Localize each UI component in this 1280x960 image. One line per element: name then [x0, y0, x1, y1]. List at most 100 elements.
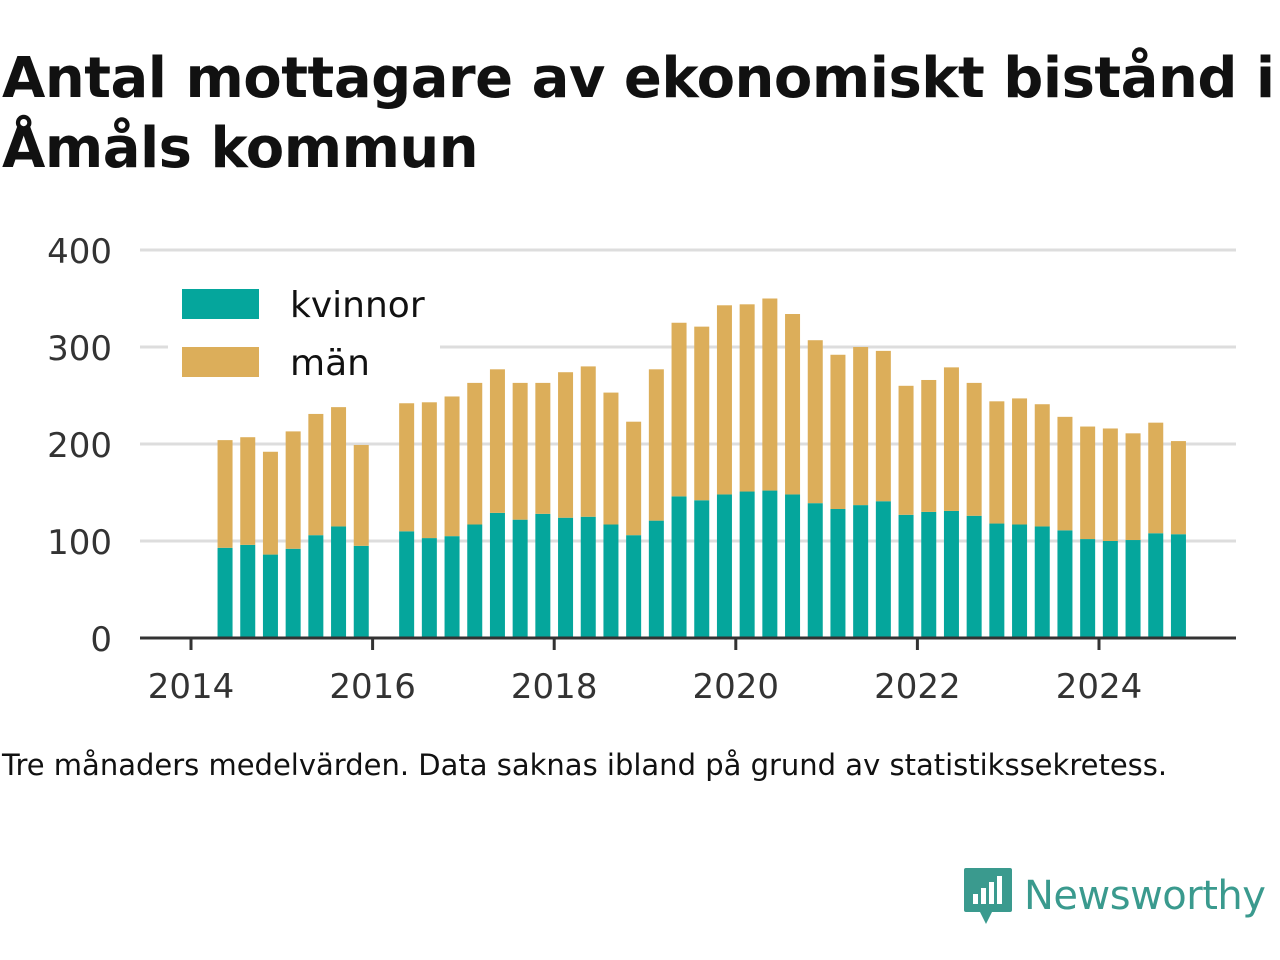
- footnote: Tre månaders medelvärden. Data saknas ib…: [2, 748, 1168, 782]
- bar-man-2018-11: [626, 421, 642, 536]
- legend: kvinnor män: [168, 278, 440, 388]
- newsworthy-logo-icon: [964, 868, 1012, 924]
- bar-man-2019-02: [648, 369, 664, 521]
- bar-kvinnor-2014-05: [217, 547, 233, 638]
- bar-man-2016-11: [444, 396, 460, 537]
- bar-kvinnor-2019-08: [694, 500, 710, 638]
- bar-kvinnor-2020-05: [762, 490, 778, 638]
- bar-man-2014-08: [240, 437, 256, 545]
- bar-kvinnor-2019-05: [671, 496, 687, 638]
- brand-logo: Newsworthy: [962, 864, 1266, 928]
- bar-kvinnor-2018-02: [558, 517, 574, 638]
- bar-kvinnor-2015-08: [331, 526, 347, 638]
- x-tick-label: 2020: [693, 667, 780, 707]
- bar-kvinnor-2015-02: [285, 548, 301, 638]
- bar-man-2021-05: [853, 347, 869, 506]
- y-tick-label: 100: [47, 523, 112, 563]
- x-tick-label: 2014: [148, 667, 235, 707]
- bar-kvinnor-2022-08: [966, 515, 982, 638]
- bar-kvinnor-2024-11: [1170, 534, 1186, 638]
- legend-label-man: män: [290, 343, 370, 384]
- bar-kvinnor-2021-02: [830, 508, 846, 638]
- bar-man-2020-02: [739, 304, 755, 492]
- bar-man-2017-11: [535, 382, 551, 514]
- bar-kvinnor-2023-02: [1012, 524, 1028, 638]
- bar-man-2017-02: [467, 382, 483, 525]
- x-tick-label: 2024: [1056, 667, 1143, 707]
- bar-man-2022-08: [966, 382, 982, 516]
- y-tick-label: 0: [90, 620, 112, 660]
- bar-kvinnor-2019-02: [648, 520, 664, 638]
- bar-kvinnor-2017-08: [512, 519, 528, 638]
- bar-kvinnor-2014-08: [240, 544, 256, 638]
- bar-kvinnor-2024-02: [1102, 541, 1118, 638]
- bar-man-2019-11: [716, 305, 732, 495]
- bar-kvinnor-2019-11: [716, 494, 732, 638]
- bar-man-2016-05: [399, 403, 415, 532]
- bar-kvinnor-2023-08: [1057, 530, 1073, 638]
- bar-man-2019-08: [694, 326, 710, 501]
- bar-man-2020-11: [807, 340, 823, 504]
- bar-man-2018-05: [580, 366, 596, 517]
- bar-kvinnor-2021-08: [875, 501, 891, 638]
- bar-kvinnor-2020-11: [807, 503, 823, 638]
- bar-man-2015-02: [285, 431, 301, 549]
- bar-kvinnor-2024-08: [1148, 533, 1164, 638]
- bar-kvinnor-2015-11: [353, 545, 369, 638]
- bar-kvinnor-2017-02: [467, 524, 483, 638]
- bar-man-2021-11: [898, 385, 914, 515]
- bar-man-2015-11: [353, 444, 369, 546]
- x-tick-label: 2016: [329, 667, 416, 707]
- bar-man-2019-05: [671, 322, 687, 497]
- bar-kvinnor-2021-11: [898, 514, 914, 638]
- bar-kvinnor-2022-05: [943, 510, 959, 638]
- bar-man-2023-11: [1080, 426, 1096, 540]
- bar-kvinnor-2017-05: [489, 512, 505, 638]
- bar-man-2024-02: [1102, 428, 1118, 541]
- bar-kvinnor-2016-08: [421, 538, 437, 638]
- bar-kvinnor-2020-08: [785, 494, 801, 638]
- bar-kvinnor-2016-11: [444, 536, 460, 638]
- legend-swatch-man: [182, 347, 259, 377]
- y-axis-ticks: 0 100 200 300 400: [47, 232, 112, 660]
- bar-kvinnor-2023-11: [1080, 539, 1096, 638]
- bar-man-2024-08: [1148, 422, 1164, 534]
- bar-man-2022-05: [943, 367, 959, 511]
- bar-kvinnor-2018-11: [626, 535, 642, 638]
- bar-man-2014-05: [217, 440, 233, 548]
- x-tick-label: 2018: [511, 667, 598, 707]
- bar-man-2023-05: [1034, 404, 1050, 527]
- bar-kvinnor-2015-05: [308, 535, 324, 638]
- legend-label-kvinnor: kvinnor: [290, 285, 425, 326]
- chart-title: Antal mottagare av ekonomiskt bistånd i …: [2, 46, 1275, 181]
- legend-swatch-kvinnor: [182, 289, 259, 319]
- bar-kvinnor-2018-08: [603, 524, 619, 638]
- bar-man-2017-08: [512, 382, 528, 520]
- bar-kvinnor-2022-02: [921, 511, 937, 638]
- bar-man-2015-05: [308, 413, 324, 536]
- bar-kvinnor-2021-05: [853, 505, 869, 638]
- bar-man-2021-02: [830, 354, 846, 509]
- y-tick-label: 200: [47, 426, 112, 466]
- bar-man-2020-05: [762, 298, 778, 491]
- brand-name: Newsworthy: [1024, 873, 1266, 919]
- bar-man-2015-08: [331, 407, 347, 527]
- bar-kvinnor-2018-05: [580, 516, 596, 638]
- bar-kvinnor-2022-11: [989, 523, 1005, 638]
- x-axis: 2014 2016 2018 2020 2022 2024: [140, 636, 1236, 707]
- bar-kvinnor-2014-11: [262, 554, 278, 638]
- bar-man-2022-11: [989, 401, 1005, 524]
- bar-man-2016-08: [421, 402, 437, 539]
- bar-kvinnor-2023-05: [1034, 526, 1050, 638]
- bar-man-2023-02: [1012, 398, 1028, 525]
- bar-man-2024-11: [1170, 441, 1186, 535]
- bar-man-2024-05: [1125, 433, 1141, 541]
- bar-man-2022-02: [921, 379, 937, 512]
- y-tick-label: 300: [47, 329, 112, 369]
- x-tick-label: 2022: [874, 667, 961, 707]
- bar-kvinnor-2017-11: [535, 513, 551, 638]
- bar-man-2018-08: [603, 392, 619, 525]
- bar-kvinnor-2024-05: [1125, 540, 1141, 638]
- bar-chart: 0 100 200 300 400 2014 2016 2018 2020 2022 2024 k…: [47, 232, 1236, 707]
- bar-man-2020-08: [785, 314, 801, 495]
